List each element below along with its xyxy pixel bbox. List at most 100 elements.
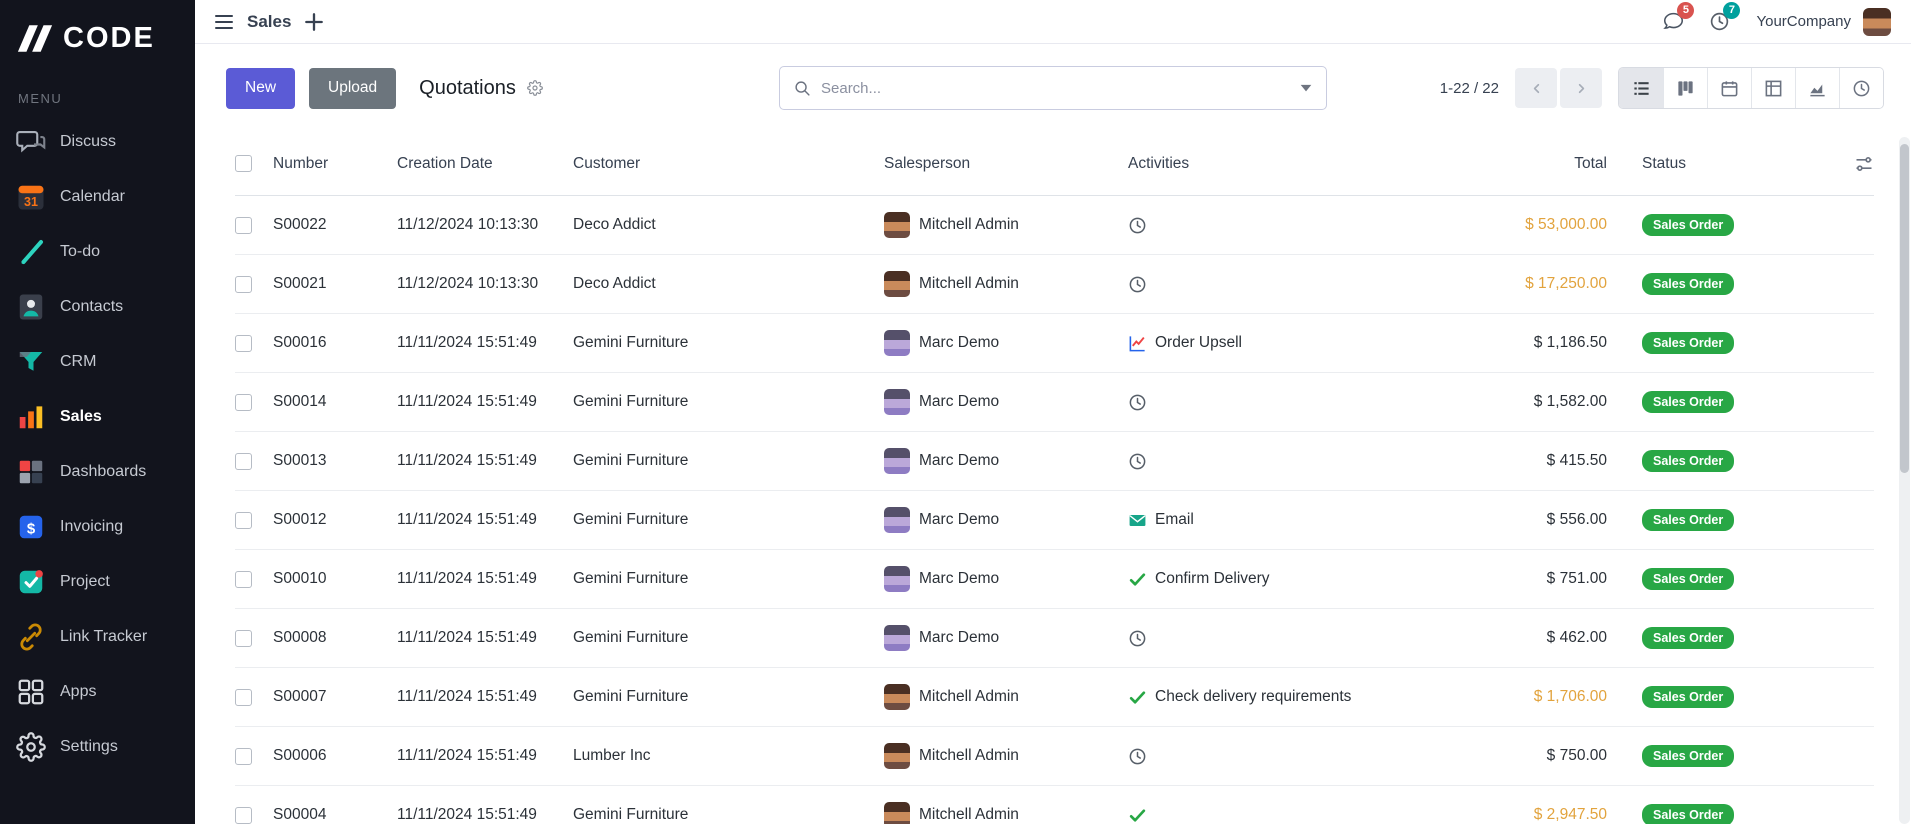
row-checkbox[interactable] [235,806,252,824]
select-all-checkbox[interactable] [235,155,252,172]
table-row[interactable]: S00007 11/11/2024 15:51:49 Gemini Furnitur… [235,668,1874,727]
view-switcher-kanban[interactable] [1663,68,1707,108]
vertical-scrollbar[interactable] [1899,137,1910,824]
row-checkbox[interactable] [235,275,252,293]
order-number: S00010 [273,570,327,587]
view-switcher-calendar[interactable] [1707,68,1751,108]
column-header-status[interactable]: Status [1642,154,1686,172]
row-checkbox[interactable] [235,393,252,411]
order-number: S00016 [273,334,327,351]
sidebar-item-discuss[interactable]: Discuss [0,114,195,169]
sidebar-item-dashboards[interactable]: Dashboards [0,444,195,499]
row-checkbox[interactable] [235,570,252,588]
scrollbar-thumb[interactable] [1900,144,1909,473]
check-icon[interactable] [1128,570,1147,589]
salesperson-name: Mitchell Admin [919,806,1019,823]
column-header-creation-date[interactable]: Creation Date [397,154,493,172]
view-switcher-activity[interactable] [1839,68,1883,108]
activity-cell[interactable] [1128,452,1427,471]
upload-button[interactable]: Upload [309,67,397,109]
column-header-total[interactable]: Total [1574,154,1607,172]
row-checkbox[interactable] [235,747,252,765]
status-badge: Sales Order [1642,273,1735,295]
sidebar-item-crm[interactable]: CRM [0,334,195,389]
clock-icon[interactable] [1128,275,1147,294]
salesperson-cell: Mitchell Admin [884,684,1128,710]
search-input[interactable] [821,79,1290,97]
hamburger-menu-icon[interactable] [215,13,233,31]
search-dropdown-caret-icon[interactable] [1300,83,1312,93]
table-row[interactable]: S00008 11/11/2024 15:51:49 Gemini Furnitur… [235,609,1874,668]
order-total: $ 415.50 [1546,452,1607,469]
activity-cell[interactable] [1128,275,1427,294]
check-icon[interactable] [1128,688,1147,707]
clock-icon[interactable] [1128,747,1147,766]
action-gear-icon[interactable] [527,80,543,96]
status-cell: Sales Order [1607,332,1874,354]
creation-date: 11/11/2024 15:51:49 [397,511,537,528]
row-checkbox[interactable] [235,629,252,647]
row-checkbox[interactable] [235,688,252,706]
sidebar-item-contacts[interactable]: Contacts [0,279,195,334]
messages-button[interactable]: 5 [1658,1,1695,37]
sidebar-item-label: Contacts [60,297,124,315]
table-row[interactable]: S00013 11/11/2024 15:51:49 Gemini Furnitur… [235,432,1874,491]
activity-cell[interactable] [1128,216,1427,235]
row-checkbox[interactable] [235,511,252,529]
company-name[interactable]: YourCompany [1756,13,1851,30]
row-checkbox[interactable] [235,216,252,234]
activities-button[interactable]: 7 [1704,1,1741,37]
clock-icon[interactable] [1128,216,1147,235]
sidebar-item-apps[interactable]: Apps [0,664,195,719]
activity-cell[interactable]: Confirm Delivery [1128,570,1427,589]
new-tab-plus-icon[interactable] [305,12,324,31]
column-header-salesperson[interactable]: Salesperson [884,154,971,172]
chart-line-icon[interactable] [1128,334,1147,353]
column-header-customer[interactable]: Customer [573,154,641,172]
view-switcher-list[interactable] [1619,68,1663,108]
clock-icon[interactable] [1128,393,1147,412]
column-header-activities[interactable]: Activities [1128,154,1190,172]
customer-name: Gemini Furniture [573,393,689,410]
envelope-icon[interactable] [1128,511,1147,530]
table-row[interactable]: S00012 11/11/2024 15:51:49 Gemini Furnitur… [235,491,1874,550]
activity-cell[interactable] [1128,629,1427,648]
table-row[interactable]: S00010 11/11/2024 15:51:49 Gemini Furnitur… [235,550,1874,609]
activity-cell[interactable]: Check delivery requirements [1128,688,1427,707]
table-row[interactable]: S00021 11/12/2024 10:13:30 Deco Addict Mitc… [235,255,1874,314]
new-button[interactable]: New [226,67,296,109]
current-app-name[interactable]: Sales [247,11,292,31]
view-switcher-pivot[interactable] [1751,68,1795,108]
column-header-number[interactable]: Number [273,154,329,172]
table-row[interactable]: S00006 11/11/2024 15:51:49 Lumber Inc Mitch… [235,727,1874,786]
sidebar-item-settings[interactable]: Settings [0,719,195,774]
activity-cell[interactable] [1128,393,1427,412]
user-avatar[interactable] [1863,7,1891,36]
topbar: Sales 5 7 YourCompany [195,0,1911,44]
check-icon[interactable] [1128,806,1147,824]
clock-icon[interactable] [1128,629,1147,648]
table-row[interactable]: S00016 11/11/2024 15:51:49 Gemini Furnitur… [235,314,1874,373]
table-row[interactable]: S00022 11/12/2024 10:13:30 Deco Addict Mitc… [235,196,1874,255]
pager-previous-button[interactable] [1515,68,1557,108]
view-switcher-graph[interactable] [1795,68,1839,108]
sidebar-item-project[interactable]: Project [0,554,195,609]
activity-cell[interactable]: Order Upsell [1128,334,1427,353]
activity-cell[interactable]: Email [1128,511,1427,530]
activity-cell[interactable] [1128,806,1427,824]
optional-columns-sliders-icon[interactable] [1854,154,1874,174]
activity-cell[interactable] [1128,747,1427,766]
clock-icon[interactable] [1128,452,1147,471]
sidebar-item-todo[interactable]: To-do [0,224,195,279]
sidebar-item-invoicing[interactable]: $ Invoicing [0,499,195,554]
sidebar-item-calendar[interactable]: 31 Calendar [0,169,195,224]
row-checkbox[interactable] [235,334,252,352]
pager-next-button[interactable] [1560,68,1602,108]
app-logo[interactable]: CODE [0,18,195,55]
row-checkbox[interactable] [235,452,252,470]
table-row[interactable]: S00014 11/11/2024 15:51:49 Gemini Furnitur… [235,373,1874,432]
table-row[interactable]: S00004 11/11/2024 15:51:49 Gemini Furnitur… [235,786,1874,824]
sidebar: CODE MENU Discuss 31 Calendar To-do Contacts… [0,0,195,824]
sidebar-item-link-tracker[interactable]: Link Tracker [0,609,195,664]
sidebar-item-sales[interactable]: Sales [0,389,195,444]
